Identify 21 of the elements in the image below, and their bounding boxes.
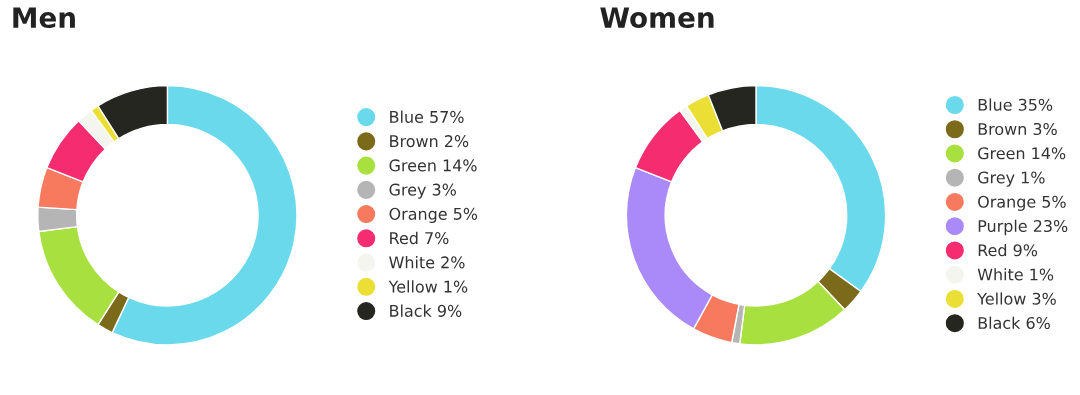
chart-title: Women xyxy=(600,7,714,29)
legend-label: Orange 5% xyxy=(389,207,478,223)
legend-label: Red 9% xyxy=(978,243,1038,257)
legend-label: Blue 35% xyxy=(978,98,1053,111)
legend-label: Grey 1% xyxy=(978,171,1045,187)
legend-label: Black 6% xyxy=(978,316,1050,329)
legend-label: Purple 23% xyxy=(978,219,1068,236)
legend-label: Orange 5% xyxy=(978,195,1066,211)
legend-label: White 2% xyxy=(389,256,465,269)
legend-label: Yellow 3% xyxy=(977,292,1056,305)
chart-title: Men xyxy=(13,7,75,29)
legend-label: Grey 3% xyxy=(389,183,456,199)
legend-label: Black 9% xyxy=(390,304,462,317)
legend-label: Red 7% xyxy=(390,231,449,245)
legend-label: Brown 3% xyxy=(978,122,1057,136)
legend-label: Brown 2% xyxy=(390,135,469,148)
legend-label: Blue 57% xyxy=(390,110,464,123)
legend-label: Green 14% xyxy=(978,147,1066,160)
legend-label: Yellow 1% xyxy=(388,280,468,293)
legend-label: Green 14% xyxy=(389,159,477,172)
legend-label: White 1% xyxy=(977,268,1054,281)
